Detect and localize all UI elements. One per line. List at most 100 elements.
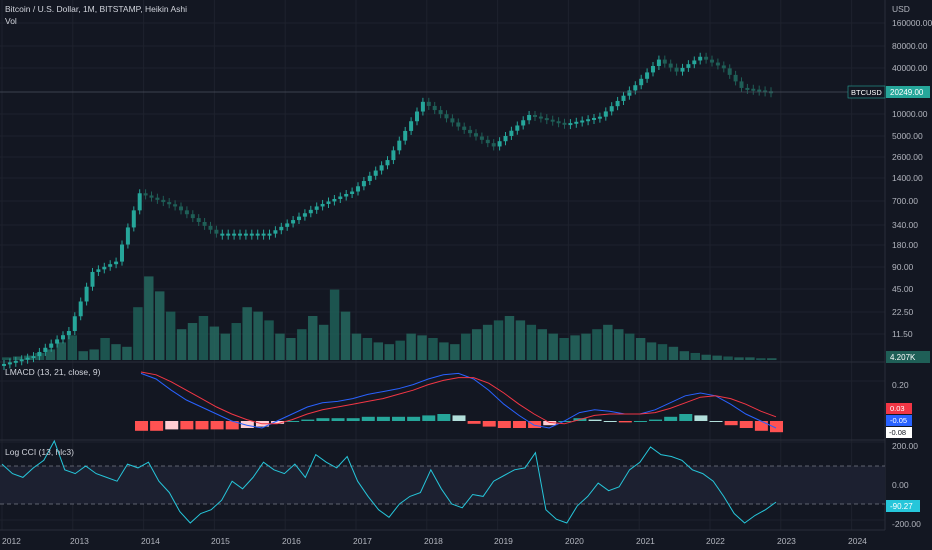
candle-body (338, 196, 343, 199)
candle-body (361, 181, 366, 187)
candle-body (184, 210, 189, 215)
volume-label[interactable]: Vol (5, 16, 17, 26)
chart-legend: Bitcoin / U.S. Dollar, 1M, BITSTAMP, Hei… (5, 4, 187, 14)
candle-body (432, 105, 437, 111)
candle-body (308, 209, 313, 214)
candle-body (715, 62, 720, 66)
price-tick: 2600.00 (892, 152, 923, 162)
time-label: 2020 (565, 536, 584, 546)
candle-body (574, 121, 579, 124)
candle-body (373, 170, 378, 176)
histogram-bar (497, 421, 511, 428)
volume-bar (767, 358, 777, 360)
candle-body (285, 223, 290, 227)
candle-body (155, 197, 160, 200)
candle-body (320, 203, 325, 207)
histogram-bar (664, 416, 678, 421)
histogram-bar (482, 421, 496, 427)
symbol-title[interactable]: Bitcoin / U.S. Dollar, 1M, BITSTAMP, Hei… (5, 4, 188, 14)
price-tick: 180.00 (892, 240, 918, 250)
candle-body (438, 110, 443, 115)
candles (2, 52, 773, 370)
candle-body (592, 117, 596, 120)
histogram-bar (588, 419, 602, 421)
price-tag-value: 20249.00 (890, 88, 924, 97)
volume-bar (635, 338, 646, 360)
histogram-bar (679, 414, 693, 421)
macd-histogram (135, 414, 783, 433)
lmacd-legend: LMACD (13, 21, close, 9) (5, 367, 100, 377)
volume-tag: 4.207K (886, 351, 930, 363)
volume-bar (406, 333, 416, 360)
volume-bar (340, 311, 351, 360)
volume-bar (537, 329, 547, 360)
volume-bar (439, 342, 449, 360)
price-tick: 5000.00 (892, 131, 923, 141)
volume-bar (559, 338, 569, 360)
price-tag[interactable]: BTCUSD 20249.00 (847, 85, 930, 99)
price-tag-value-box (886, 86, 930, 98)
cci-axis-tick: 0.00 (892, 480, 909, 490)
candle-body (190, 214, 195, 219)
cci-axis-tick: 200.00 (892, 441, 918, 451)
candle-body (580, 120, 585, 123)
cci-label[interactable]: Log CCI (13, hlc3) (5, 447, 74, 457)
candle-body (503, 135, 508, 142)
candle-body (273, 230, 278, 234)
candle-body (521, 120, 526, 126)
candle-body (403, 130, 408, 141)
candle-body (167, 202, 172, 205)
candle-body (214, 229, 219, 234)
volume-bar (144, 276, 154, 360)
candle-body (468, 129, 473, 134)
candle-body (61, 335, 65, 340)
candle-body (409, 121, 414, 131)
volume-bar (570, 335, 580, 360)
candle-body (7, 362, 12, 365)
candle-body (238, 233, 242, 236)
candle-body (757, 89, 762, 92)
time-label: 2024 (848, 536, 867, 546)
candle-body (255, 233, 260, 236)
candle-body (692, 60, 697, 65)
cci-tag-value: -90.27 (890, 502, 913, 511)
candle-body (279, 226, 284, 231)
candle-body (420, 101, 425, 112)
volume-bar (100, 338, 110, 360)
price-axis-currency: USD (892, 4, 910, 14)
candle-body (49, 343, 54, 348)
lmacd-label[interactable]: LMACD (13, 21, close, 9) (5, 367, 101, 377)
histogram-bar (558, 421, 572, 422)
volume-bar (318, 324, 329, 360)
time-label: 2013 (70, 536, 89, 546)
volume-bar (461, 333, 471, 360)
macd-line (140, 372, 777, 429)
volume-bar (690, 352, 700, 360)
candle-body (302, 213, 307, 217)
lmacd-tags: 0.03 -0.05 -0.08 (886, 403, 912, 438)
time-label: 2014 (141, 536, 160, 546)
volume-bar (198, 316, 209, 360)
histogram-bar (770, 421, 783, 433)
histogram-bar (150, 421, 164, 431)
time-label: 2023 (777, 536, 796, 546)
histogram-bar (452, 415, 466, 421)
price-tick: 340.00 (892, 220, 918, 230)
candle-body (314, 206, 319, 210)
candle-body (527, 115, 532, 121)
histogram-bar (407, 416, 421, 421)
candle-body (739, 81, 744, 88)
histogram-bar (376, 416, 390, 421)
volume-bar (482, 324, 493, 360)
candle-body (102, 266, 107, 270)
candle-body (149, 195, 154, 198)
candle-body (680, 67, 685, 72)
volume-bar (745, 357, 755, 360)
volume-bar (756, 358, 766, 360)
volume-bar (286, 338, 296, 360)
volume-bar (155, 291, 165, 360)
candle-body (261, 233, 266, 236)
histogram-bar (437, 414, 451, 421)
signal-line (140, 371, 777, 425)
